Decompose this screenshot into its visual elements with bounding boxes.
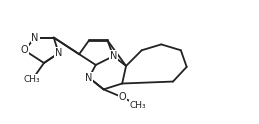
Text: CH₃: CH₃ — [130, 101, 146, 109]
Text: O: O — [118, 92, 126, 102]
Text: N: N — [55, 48, 62, 58]
Text: O: O — [21, 45, 28, 55]
Text: CH₃: CH₃ — [24, 75, 41, 84]
Text: N: N — [110, 51, 117, 61]
Text: N: N — [85, 73, 93, 83]
Text: N: N — [32, 33, 39, 43]
